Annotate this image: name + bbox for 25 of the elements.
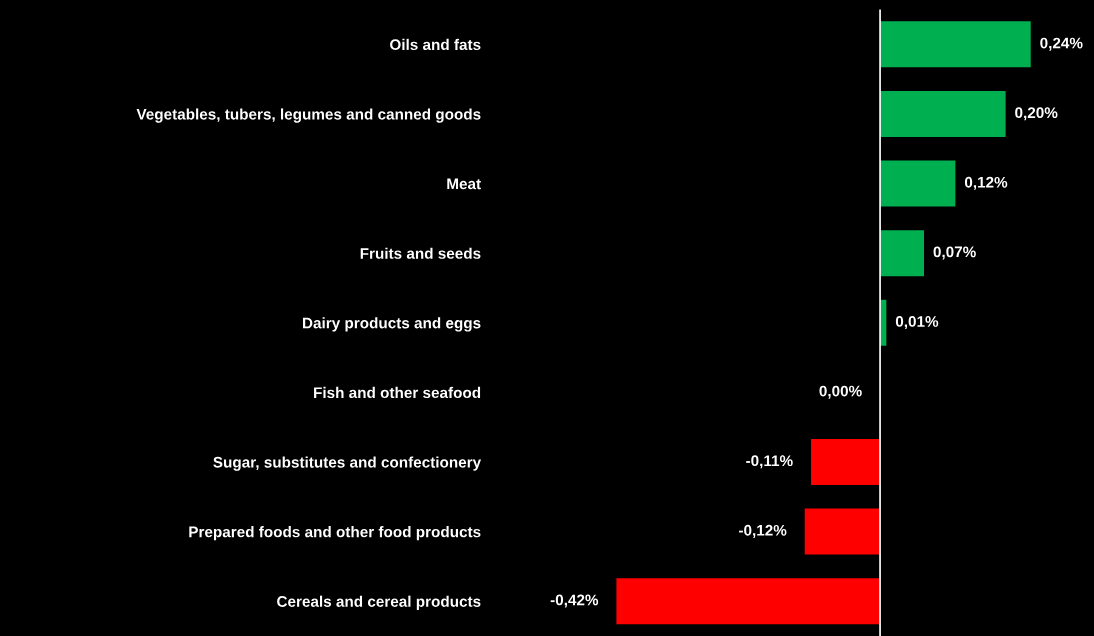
bar [880, 21, 1031, 68]
y-tick-label: Fish and other seafood [314, 386, 481, 399]
data-label: -0,42% [550, 594, 599, 608]
y-tick-label: Cereals and cereal products [277, 595, 481, 610]
data-label: -0,11% [746, 455, 793, 469]
data-label: 0,07% [933, 246, 976, 260]
data-label: 0,12% [964, 176, 1008, 190]
bar [880, 160, 956, 207]
bar [880, 90, 1006, 137]
y-tick-label: Prepared foods and other food products [189, 526, 481, 541]
data-label: 0,01% [895, 316, 939, 330]
y-tick-label: Vegetables, tubers, legumes and canned goods [136, 108, 481, 123]
y-tick-label: Meat [447, 178, 481, 190]
data-label: 0,00% [819, 385, 862, 399]
y-tick-label: Sugar, substitutes and confectionery [213, 456, 482, 471]
y-tick-label: Oils and fats [390, 38, 481, 51]
bar [880, 230, 925, 277]
data-label: 0,24% [1040, 37, 1083, 51]
y-tick-label: Dairy products and eggs [303, 317, 481, 332]
data-label: 0,20% [1015, 107, 1058, 121]
y-tick-label: Fruits and seeds [360, 247, 481, 259]
data-label: -0,12% [739, 524, 787, 538]
bar [811, 439, 881, 485]
bar [804, 508, 881, 555]
bar [616, 578, 881, 625]
